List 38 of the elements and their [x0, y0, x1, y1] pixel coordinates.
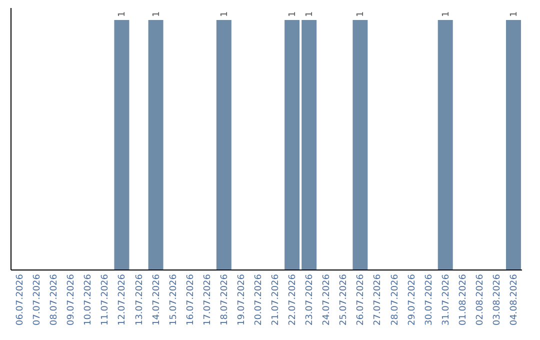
- x-tick-label: 21.07.2026: [271, 274, 282, 326]
- x-tick-label: 22.07.2026: [288, 274, 298, 326]
- x-tick-label: 31.07.2026: [441, 274, 452, 326]
- x-tick-label: 04.08.2026: [509, 274, 520, 326]
- x-tick-label: 06.07.2026: [16, 274, 26, 326]
- x-tick-label: 30.07.2026: [424, 274, 434, 326]
- data-label: 1: [220, 11, 230, 17]
- x-tick-label: 02.08.2026: [475, 274, 486, 326]
- data-label: 1: [305, 11, 316, 17]
- x-tick-label: 18.07.2026: [220, 274, 230, 326]
- x-tick-label: 19.07.2026: [236, 274, 247, 326]
- x-tick-label: 28.07.2026: [390, 274, 400, 326]
- x-tick-label: 14.07.2026: [152, 274, 162, 326]
- x-tick-label: 25.07.2026: [339, 274, 350, 326]
- data-label: 1: [441, 11, 452, 17]
- x-tick-label: 26.07.2026: [356, 274, 366, 326]
- data-label: 1: [509, 11, 520, 17]
- x-tick-label: 27.07.2026: [373, 274, 384, 326]
- data-label: 1: [356, 11, 366, 17]
- x-tick-label: 12.07.2026: [118, 274, 128, 326]
- x-tick-label: 09.07.2026: [66, 274, 77, 326]
- data-label: 1: [118, 11, 128, 17]
- x-tick-label: 29.07.2026: [407, 274, 418, 326]
- x-tick-label: 20.07.2026: [254, 274, 264, 326]
- x-tick-label: 01.08.2026: [458, 274, 468, 326]
- data-label: 1: [152, 11, 162, 17]
- x-tick-label: 07.07.2026: [32, 274, 43, 326]
- x-tick-label: 03.08.2026: [492, 274, 502, 326]
- data-label: 1: [288, 11, 298, 17]
- x-tick-label: 15.07.2026: [168, 274, 179, 326]
- x-tick-label: 17.07.2026: [202, 274, 213, 326]
- x-tick-label: 08.07.2026: [50, 274, 60, 326]
- x-tick-label: 16.07.2026: [186, 274, 196, 326]
- x-tick-label: 24.07.2026: [322, 274, 332, 326]
- x-tick-label: 13.07.2026: [134, 274, 145, 326]
- x-tick-label: 11.07.2026: [100, 274, 111, 326]
- x-tick-label: 23.07.2026: [305, 274, 316, 326]
- x-tick-label: 10.07.2026: [84, 274, 94, 326]
